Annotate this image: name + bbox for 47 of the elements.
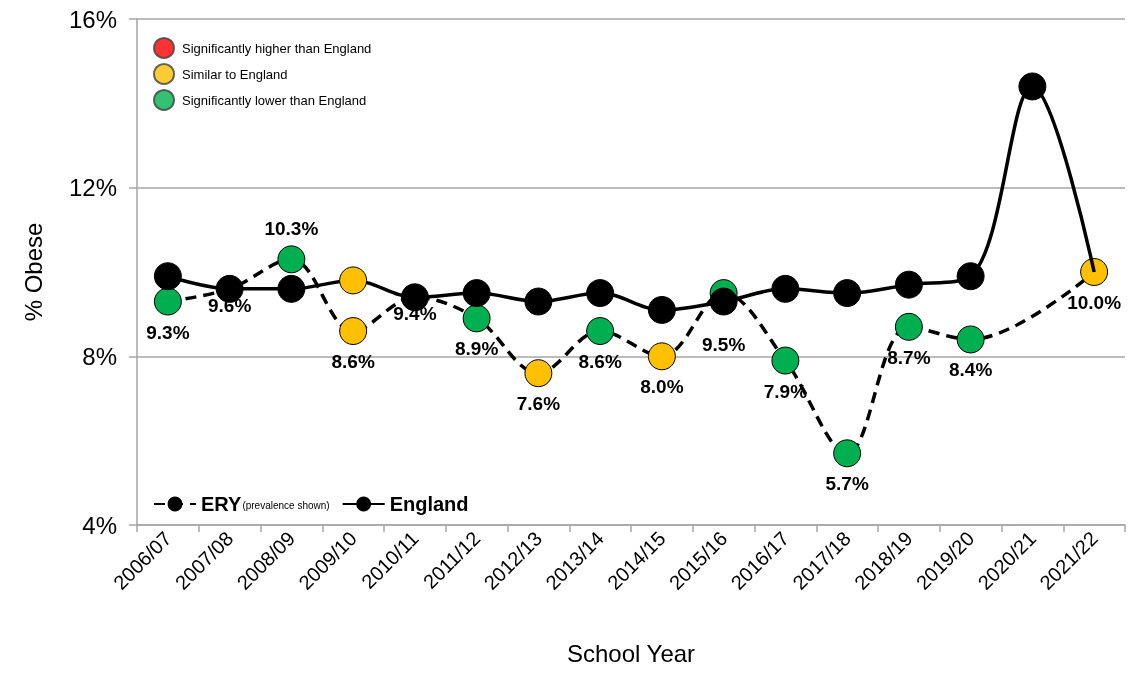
- point: [524, 287, 553, 316]
- data-label: 5.7%: [825, 473, 869, 495]
- point: [153, 287, 182, 316]
- data-label: 8.6%: [578, 351, 622, 373]
- data-label: 8.6%: [331, 351, 375, 373]
- point: [771, 346, 800, 375]
- legend-label: Significantly lower than England: [182, 92, 367, 108]
- y-tick-label: 8%: [82, 342, 117, 370]
- data-label: 8.7%: [887, 346, 931, 368]
- data-label: 10.3%: [264, 218, 319, 240]
- data-label: 10.0%: [1067, 292, 1122, 313]
- point: [524, 359, 553, 388]
- point: [339, 266, 368, 295]
- point: [277, 245, 306, 274]
- y-tick-label: 16%: [68, 5, 117, 33]
- point: [894, 312, 923, 341]
- data-label: 9.5%: [701, 334, 746, 356]
- point: [647, 342, 676, 371]
- point: [647, 295, 676, 324]
- point: [462, 304, 491, 333]
- legend-label: England: [389, 493, 469, 515]
- point: [339, 317, 368, 346]
- data-label: 7.6%: [516, 393, 561, 415]
- point: [894, 270, 923, 299]
- point: [462, 279, 491, 308]
- legend-label: Significantly higher than England: [182, 40, 372, 56]
- data-label: 8.4%: [948, 359, 993, 381]
- point: [1018, 72, 1047, 101]
- y-axis-title: % Obese: [19, 222, 47, 322]
- point: [153, 262, 182, 291]
- point: [586, 317, 615, 346]
- point: [586, 279, 615, 308]
- point: [277, 274, 306, 303]
- point: [956, 325, 985, 354]
- point: [833, 439, 862, 468]
- point: [833, 279, 862, 308]
- y-tick-label: 12%: [68, 174, 117, 202]
- point: [771, 274, 800, 303]
- legend-label: ERY(prevalence shown): [201, 493, 330, 515]
- data-label: 9.3%: [146, 321, 190, 343]
- point: [709, 287, 738, 316]
- data-label: 8.0%: [640, 376, 684, 398]
- data-label: 8.9%: [454, 338, 499, 360]
- legend-label: Similar to England: [182, 66, 288, 82]
- point: [1080, 258, 1109, 286]
- x-axis-title: School Year: [566, 639, 696, 667]
- point: [956, 262, 985, 291]
